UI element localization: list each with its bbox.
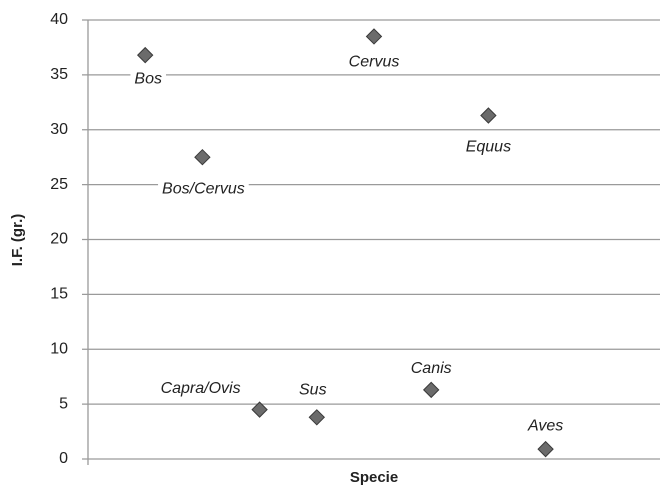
data-point — [537, 440, 554, 458]
point-label: Aves — [527, 417, 563, 434]
label-background — [461, 138, 516, 156]
y-tick-label: 30 — [50, 121, 68, 138]
point-label: Capra/Ovis — [161, 380, 241, 397]
label-background — [156, 379, 245, 397]
label-background — [158, 180, 249, 198]
label-background — [344, 53, 404, 71]
y-tick-label: 20 — [50, 231, 68, 248]
point-label: Cervus — [349, 54, 400, 71]
label-background — [522, 417, 568, 435]
point-label: Sus — [299, 382, 327, 399]
point-label: Bos/Cervus — [162, 180, 245, 197]
y-tick-label: 15 — [50, 286, 68, 303]
y-tick-label: 0 — [59, 450, 68, 467]
y-tick-label: 5 — [59, 395, 68, 412]
label-background — [295, 381, 331, 399]
point-label: Bos — [134, 70, 162, 87]
x-axis-title: Specie — [350, 469, 398, 485]
data-point — [365, 28, 383, 45]
data-point — [194, 148, 211, 166]
y-axis-title: I.F. (gr.) — [9, 214, 26, 267]
y-tick-label: 40 — [50, 11, 68, 28]
y-tick-label: 10 — [50, 340, 68, 357]
point-label: Equus — [466, 139, 511, 156]
y-tick-label: 25 — [50, 176, 68, 193]
label-background — [130, 70, 166, 88]
data-point — [480, 107, 497, 124]
data-point — [422, 381, 440, 399]
y-tick-label: 35 — [50, 66, 68, 83]
data-point — [308, 409, 326, 426]
data-point — [251, 401, 268, 418]
point-label: Canis — [411, 360, 452, 377]
data-point — [136, 46, 154, 64]
label-background — [406, 360, 456, 378]
